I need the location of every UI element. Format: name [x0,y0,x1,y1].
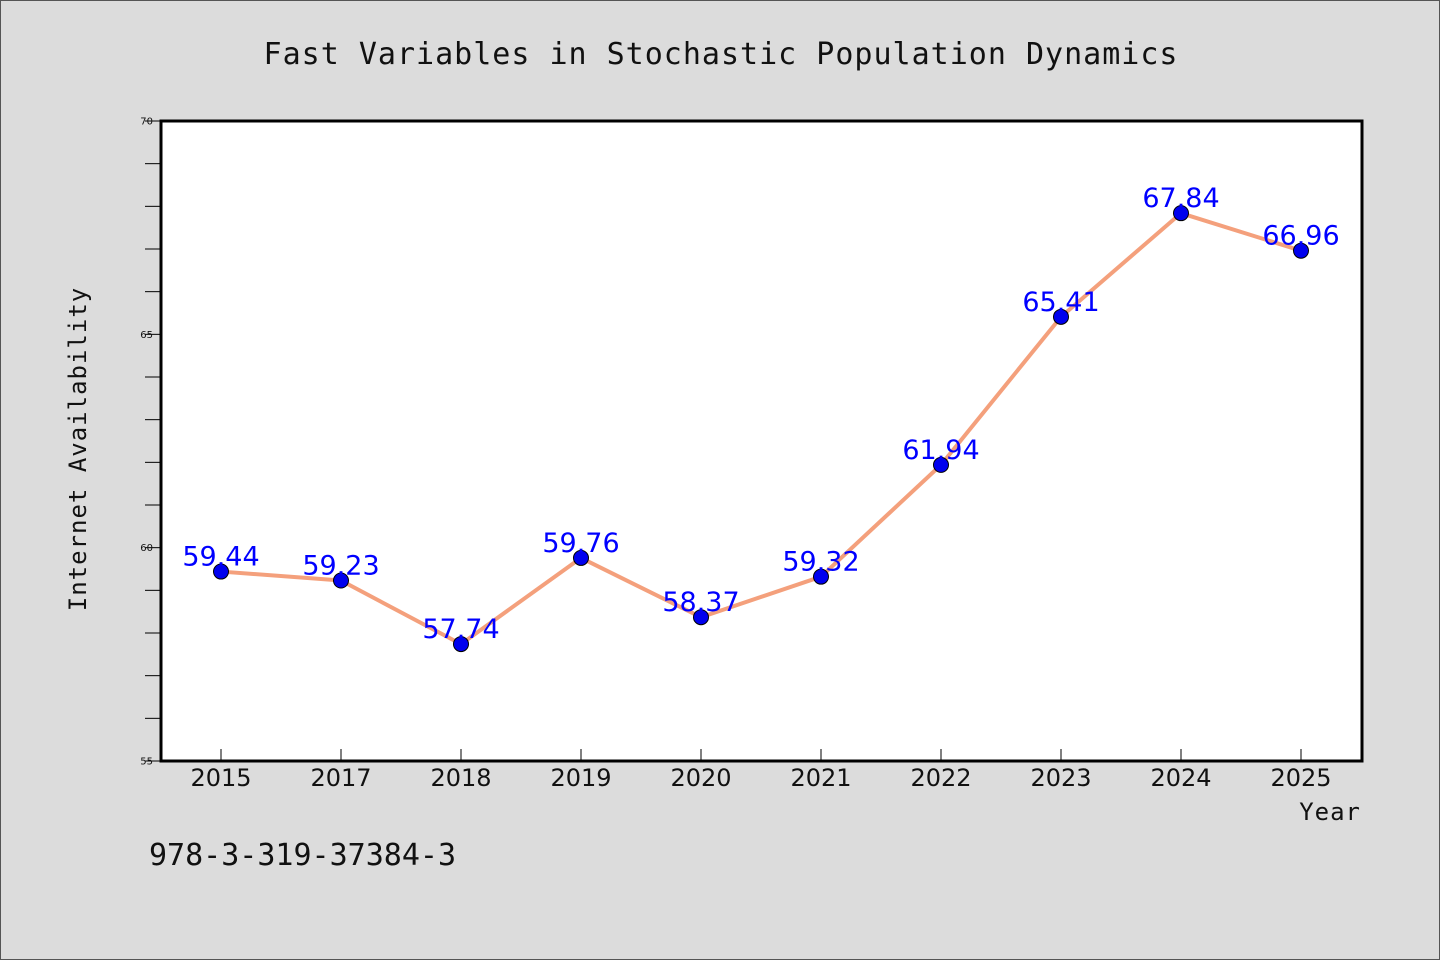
x-tick-label: 2019 [550,764,611,792]
y-axis-ticks: 55 60 65 70 [140,117,161,768]
data-point-label: 57.74 [422,614,499,645]
data-point-label: 59.76 [542,528,619,559]
x-tick-label: 2022 [910,764,971,792]
y-axis-label: Internet Availability [64,287,92,611]
x-tick-label: 2020 [670,764,731,792]
data-point-label: 59.44 [182,542,259,573]
x-tick-label: 2024 [1150,764,1211,792]
x-tick-label: 2021 [790,764,851,792]
y-tick-label: 65 [140,330,153,341]
data-point-label: 67.84 [1142,183,1219,214]
data-point-label: 59.23 [302,551,379,582]
data-point-marker [1053,308,1069,325]
data-point-marker [333,572,349,589]
x-axis-label: Year [1299,798,1361,826]
x-tick-label: 2023 [1030,764,1091,792]
data-point-label: 65.41 [1022,287,1099,318]
x-axis-ticks: 2015 2017 2018 2019 2020 2021 2022 2023 2024 2025 [190,749,1332,792]
data-point-marker [1173,205,1189,222]
data-point-marker [213,563,229,580]
data-point-marker [693,609,709,626]
data-point-label: 58.37 [662,587,739,618]
data-point-label: 59.32 [782,547,859,578]
y-tick-label: 70 [140,117,153,128]
x-tick-label: 2015 [190,764,251,792]
x-tick-label: 2018 [430,764,491,792]
data-point-label: 61.94 [902,435,979,466]
footer-isbn: 978-3-319-37384-3 [149,838,456,873]
data-labels: 59.44 59.23 57.74 59.76 58.37 59.32 61.94 65.41… [182,183,1339,645]
y-minor-ticks [145,163,161,719]
data-point-marker [933,456,949,473]
data-point-marker [453,636,469,653]
series-line [219,211,1303,647]
y-tick-label: 55 [140,757,153,768]
series-markers [213,205,1309,653]
data-point-label: 66.96 [1262,221,1339,252]
x-tick-label: 2017 [310,764,371,792]
data-point-marker [1293,242,1309,259]
y-tick-label: 60 [140,543,153,554]
data-point-marker [813,568,829,585]
data-point-marker [573,549,589,566]
chart-title: Fast Variables in Stochastic Population … [264,37,1179,72]
x-tick-label: 2025 [1270,764,1331,792]
